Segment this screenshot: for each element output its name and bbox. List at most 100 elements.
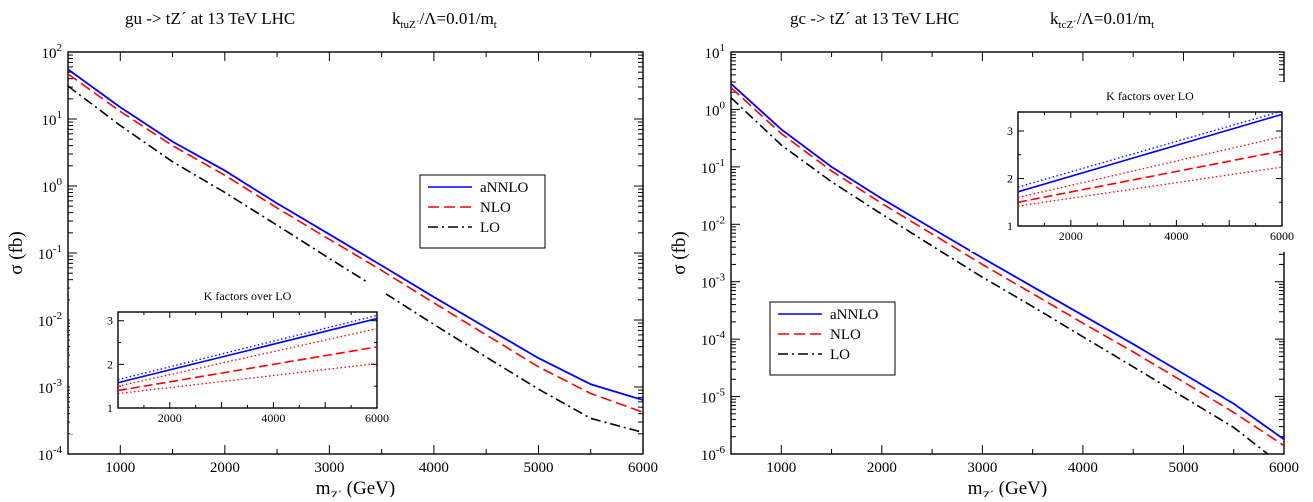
- inset-series-line: [1017, 110, 1283, 188]
- inset-series-line: [117, 362, 378, 395]
- x-axis-title-main: m: [968, 478, 983, 497]
- title-rest-sub: t: [1151, 19, 1154, 31]
- inset-x-tick-label: 6000: [365, 411, 389, 425]
- chart-panel-2: gc -> tZ´ at 13 TeV LHC ktcZ´/Λ=0.01/mt 10…: [669, 9, 1299, 502]
- x-tick-label: 3000: [314, 460, 344, 476]
- chart-title-coupling: ktuZ´/Λ=0.01/mt: [392, 9, 497, 31]
- x-tick-label: 1000: [766, 460, 796, 476]
- series-line-LO: [68, 85, 643, 434]
- legend-label: NLO: [480, 200, 511, 216]
- inset-chart: K factors over LO 2000 4000 6000 1 2 3: [970, 82, 1294, 252]
- legend: aNNLO NLO LO: [419, 174, 546, 249]
- y-tick-exp: -2: [716, 214, 725, 226]
- legend-label: LO: [480, 220, 500, 236]
- series-line-LO: [731, 97, 1269, 454]
- inset-y-tick-label: 3: [107, 314, 113, 328]
- legend-label: aNNLO: [830, 307, 878, 323]
- y-tick-exp: 1: [720, 42, 726, 54]
- y-tick-exp: -6: [716, 444, 726, 456]
- y-tick-label: 100: [705, 99, 726, 119]
- inset-series-line: [117, 317, 378, 384]
- y-tick-base: 10: [701, 391, 716, 407]
- legend-label: aNNLO: [480, 180, 528, 196]
- chart-title-coupling: ktcZ´/Λ=0.01/mt: [1050, 9, 1154, 31]
- y-tick-exp: 2: [57, 42, 63, 54]
- inset-y-tick-label: 1: [1007, 219, 1013, 233]
- legend-label: LO: [830, 347, 850, 363]
- legend-label: NLO: [830, 327, 861, 343]
- x-tick-label: 2000: [210, 460, 240, 476]
- chart-title-process: gc -> tZ´ at 13 TeV LHC: [790, 9, 959, 28]
- y-tick-exp: -5: [716, 387, 726, 399]
- x-axis: 1000 2000 3000 4000 5000 6000: [67, 52, 658, 476]
- y-tick-exp: -1: [716, 157, 725, 169]
- title-rest: /Λ=0.01/m: [1077, 9, 1151, 28]
- series-line-NLO: [731, 86, 1284, 447]
- x-tick-label: 1000: [105, 460, 135, 476]
- inset-title: K factors over LO: [1106, 89, 1194, 103]
- y-tick-label: 10-6: [701, 444, 726, 464]
- y-tick-base: 10: [701, 218, 716, 234]
- x-tick-label: 6000: [628, 460, 658, 476]
- series-line-aNNLO: [68, 68, 643, 401]
- x-axis-title-sub: Z´: [331, 488, 342, 497]
- inset-series-line: [117, 314, 378, 381]
- y-tick-label: 101: [705, 42, 726, 62]
- x-axis: 1000 2000 3000 4000 5000 6000: [730, 52, 1299, 476]
- y-axis-title: σ (fb): [669, 231, 690, 274]
- title-k-sub: tcZ´: [1059, 19, 1078, 31]
- y-tick-label: 10-1: [701, 157, 725, 177]
- inset-x-tick-label: 4000: [1164, 229, 1188, 243]
- y-tick-exp: -4: [716, 329, 726, 341]
- y-tick-label: 10-5: [701, 387, 726, 407]
- inset-series-line: [1017, 166, 1283, 207]
- inset-series-line: [1017, 150, 1283, 204]
- y-tick-label: 10-4: [38, 444, 63, 464]
- inset-x-tick-label: 6000: [1270, 229, 1294, 243]
- y-tick-label: 10-3: [38, 377, 63, 397]
- y-tick-label: 10-2: [38, 310, 62, 330]
- title-k: k: [392, 9, 401, 28]
- y-tick-exp: -1: [53, 243, 62, 255]
- y-tick-base: 10: [701, 276, 716, 292]
- y-tick-label: 102: [42, 42, 63, 62]
- series-group: [731, 83, 1284, 454]
- inset-title: K factors over LO: [204, 289, 292, 303]
- series-line-NLO: [68, 73, 643, 413]
- x-axis-title: mZ´ (GeV): [316, 478, 395, 497]
- x-tick-label: 5000: [1168, 460, 1198, 476]
- inset-chart: K factors over LO 2000 4000 6000 1 2 3: [70, 282, 389, 434]
- y-tick-label: 10-1: [38, 243, 62, 263]
- x-axis-title: mZ´ (GeV): [968, 478, 1047, 497]
- inset-background: [70, 282, 385, 434]
- y-tick-base: 10: [42, 180, 57, 196]
- y-tick-label: 101: [42, 109, 63, 129]
- inset-y-tick-label: 2: [107, 357, 113, 371]
- y-tick-base: 10: [705, 46, 720, 62]
- inset-y-tick-label: 1: [107, 401, 113, 415]
- inset-series-line: [117, 327, 378, 387]
- title-rest: /Λ=0.01/m: [419, 9, 493, 28]
- title-k-sub: tuZ´: [401, 19, 420, 31]
- y-tick-base: 10: [42, 113, 57, 129]
- inset-series-line: [117, 346, 378, 392]
- y-tick-base: 10: [705, 103, 720, 119]
- chart-panel-1: gu -> tZ´ at 13 TeV LHC ktuZ´/Λ=0.01/mt10…: [6, 9, 658, 502]
- x-tick-label: 2000: [867, 460, 897, 476]
- x-axis-title-sub: Z´: [983, 488, 994, 497]
- title-rest-sub: t: [494, 19, 497, 31]
- y-tick-exp: 0: [57, 176, 63, 188]
- y-tick-base: 10: [38, 381, 53, 397]
- x-tick-label: 3000: [967, 460, 997, 476]
- y-tick-exp: -2: [53, 310, 62, 322]
- inset-x-tick-label: 2000: [158, 411, 182, 425]
- x-tick-label: 4000: [1068, 460, 1098, 476]
- y-tick-label: 10-3: [701, 272, 726, 292]
- y-tick-label: 10-2: [701, 214, 725, 234]
- x-tick-label: 4000: [419, 460, 449, 476]
- inset-y-tick-label: 3: [1007, 124, 1013, 138]
- y-tick-exp: -4: [53, 444, 63, 456]
- series-group: [68, 68, 643, 434]
